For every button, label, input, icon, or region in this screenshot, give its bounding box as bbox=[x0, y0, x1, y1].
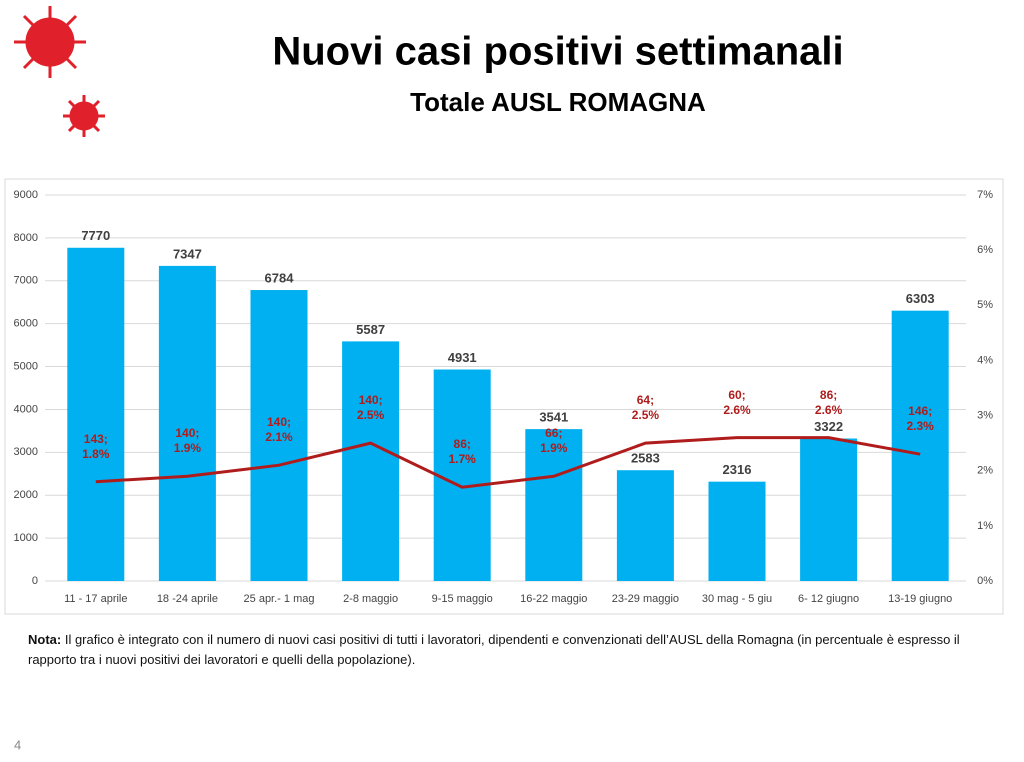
bar bbox=[250, 290, 308, 581]
bar bbox=[158, 265, 216, 581]
line-value-label: 146; 2.3% bbox=[906, 404, 934, 434]
y-tick-label: 6000 bbox=[14, 318, 38, 330]
y-tick-label: 9000 bbox=[14, 189, 38, 201]
y2-tick-label: 3% bbox=[977, 409, 993, 421]
y-tick-label: 8000 bbox=[14, 232, 38, 244]
y-tick-label: 3000 bbox=[14, 446, 38, 458]
line-value-label: 66; 1.9% bbox=[540, 426, 568, 456]
bar-value-label: 2583 bbox=[631, 451, 660, 466]
x-tick-label: 30 mag - 5 giu bbox=[702, 593, 772, 605]
x-tick-label: 2-8 maggio bbox=[343, 593, 398, 605]
bar bbox=[525, 429, 583, 581]
y2-tick-label: 7% bbox=[977, 189, 993, 201]
line-value-label: 140; 1.9% bbox=[173, 426, 202, 456]
bar-value-label: 4931 bbox=[448, 350, 477, 365]
bar-value-label: 6303 bbox=[906, 291, 935, 306]
y2-tick-label: 2% bbox=[977, 465, 993, 477]
y-tick-label: 2000 bbox=[14, 489, 38, 501]
bar bbox=[891, 310, 949, 581]
x-tick-label: 9-15 maggio bbox=[432, 593, 493, 605]
y-tick-label: 0 bbox=[32, 575, 38, 587]
line-value-label: 64; 2.5% bbox=[631, 393, 660, 423]
virus-icon bbox=[14, 6, 105, 137]
bar bbox=[342, 341, 400, 581]
chart-frame bbox=[4, 178, 1004, 615]
line-value-label: 140; 2.1% bbox=[265, 415, 293, 445]
x-tick-label: 11 - 17 aprile bbox=[64, 593, 127, 605]
bar bbox=[433, 369, 491, 581]
note: Nota: Il grafico è integrato con il nume… bbox=[28, 630, 1003, 670]
y2-tick-label: 1% bbox=[977, 520, 993, 532]
note-text: Il grafico è integrato con il numero di … bbox=[28, 632, 960, 667]
y2-tick-label: 0% bbox=[977, 575, 993, 587]
x-tick-label: 18 -24 aprile bbox=[157, 593, 218, 605]
bar-value-label: 5587 bbox=[356, 322, 385, 337]
x-tick-label: 16-22 maggio bbox=[520, 593, 587, 605]
line-value-label: 86; 2.6% bbox=[814, 387, 843, 417]
line-value-label: 140; 2.5% bbox=[356, 393, 385, 423]
bar bbox=[616, 470, 674, 581]
line-value-label: 86; 1.7% bbox=[448, 437, 476, 467]
page-number: 4 bbox=[14, 737, 21, 752]
bar bbox=[708, 481, 766, 581]
line-value-label: 143; 1.8% bbox=[82, 431, 110, 461]
title: Nuovi casi positivi settimanali bbox=[272, 30, 843, 74]
bar bbox=[800, 438, 858, 581]
y-tick-label: 5000 bbox=[14, 360, 38, 372]
note-label: Nota: bbox=[28, 632, 62, 647]
y-tick-label: 4000 bbox=[14, 403, 38, 415]
y2-tick-label: 6% bbox=[977, 244, 993, 256]
subtitle: Totale AUSL ROMAGNA bbox=[410, 87, 706, 117]
line bbox=[95, 436, 921, 489]
y2-tick-label: 5% bbox=[977, 299, 993, 311]
y-tick-label: 1000 bbox=[14, 532, 38, 544]
bar-value-label: 2316 bbox=[723, 462, 752, 477]
bar-value-label: 3541 bbox=[539, 410, 568, 425]
bar-value-label: 6784 bbox=[265, 270, 295, 285]
bar-value-label: 3322 bbox=[814, 419, 843, 434]
x-tick-label: 6- 12 giugno bbox=[798, 593, 859, 605]
x-tick-label: 13-19 giugno bbox=[888, 593, 952, 605]
bar bbox=[67, 247, 125, 581]
bar-value-label: 7347 bbox=[173, 246, 202, 261]
bar-value-label: 7770 bbox=[81, 228, 110, 243]
x-tick-label: 23-29 maggio bbox=[612, 593, 679, 605]
y-tick-label: 7000 bbox=[14, 275, 38, 287]
y2-tick-label: 4% bbox=[977, 354, 993, 366]
x-tick-label: 25 apr.- 1 mag bbox=[244, 593, 315, 605]
line-value-label: 60; 2.6% bbox=[723, 387, 751, 417]
